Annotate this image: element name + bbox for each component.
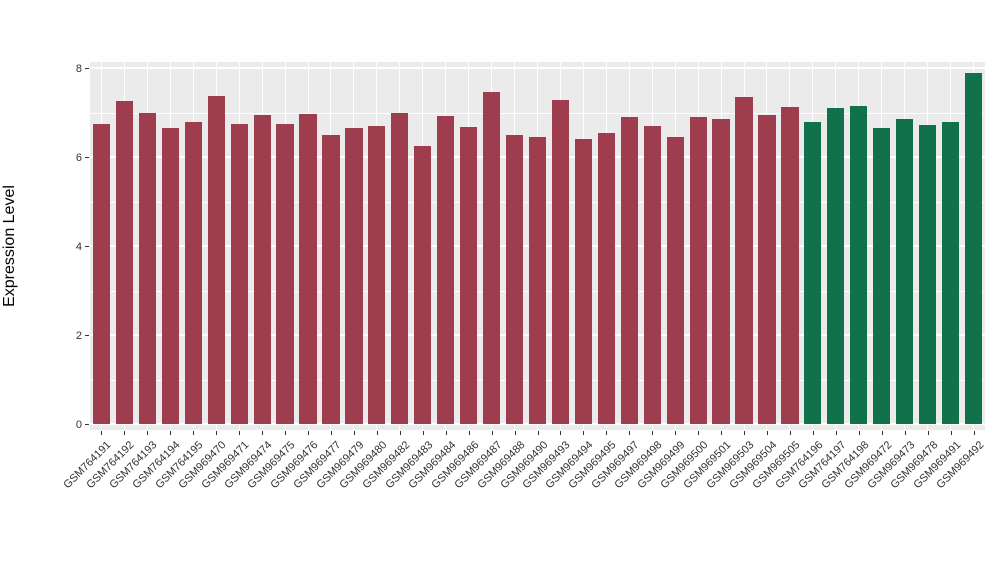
x-tick-mark bbox=[101, 431, 103, 435]
bar bbox=[207, 95, 225, 424]
bar bbox=[322, 134, 340, 424]
bar bbox=[551, 100, 570, 424]
bar bbox=[528, 136, 547, 424]
x-tick-mark bbox=[606, 431, 608, 435]
bar bbox=[689, 116, 707, 424]
x-tick-mark bbox=[239, 431, 241, 435]
x-tick-mark bbox=[904, 431, 906, 435]
x-tick-mark bbox=[698, 431, 700, 435]
x-tick-mark bbox=[583, 431, 585, 435]
x-tick-mark bbox=[216, 431, 218, 435]
bar bbox=[758, 114, 776, 424]
bar bbox=[299, 113, 317, 424]
bar bbox=[437, 116, 455, 424]
x-tick-mark bbox=[766, 431, 768, 435]
bar bbox=[230, 123, 248, 424]
bar bbox=[391, 112, 409, 424]
x-tick-mark bbox=[147, 431, 149, 435]
y-tick-mark bbox=[85, 157, 89, 158]
bar bbox=[941, 122, 960, 424]
bar bbox=[804, 122, 822, 424]
y-axis-title: Expression Level bbox=[1, 185, 18, 307]
x-tick-mark bbox=[881, 431, 883, 435]
x-tick-mark bbox=[675, 431, 677, 435]
bar bbox=[712, 119, 730, 424]
x-tick-mark bbox=[445, 431, 447, 435]
major-gridline bbox=[90, 67, 985, 69]
x-tick-mark bbox=[193, 431, 195, 435]
bar bbox=[574, 139, 592, 424]
x-tick-mark bbox=[422, 431, 424, 435]
x-tick-mark bbox=[560, 431, 562, 435]
bar bbox=[482, 92, 501, 424]
bar bbox=[276, 123, 294, 424]
bar bbox=[414, 145, 432, 424]
bar bbox=[735, 96, 753, 424]
y-tick-label: 0 bbox=[75, 418, 82, 431]
x-tick-mark bbox=[789, 431, 791, 435]
y-tick-mark bbox=[85, 68, 89, 69]
bar bbox=[505, 134, 524, 424]
y-tick-label: 4 bbox=[75, 240, 82, 253]
major-gridline bbox=[90, 423, 985, 425]
x-tick-mark bbox=[835, 431, 837, 435]
x-tick-mark bbox=[124, 431, 126, 435]
y-tick-mark bbox=[85, 246, 89, 247]
bar bbox=[460, 127, 478, 424]
x-tick-mark bbox=[858, 431, 860, 435]
x-tick-mark bbox=[330, 431, 332, 435]
y-tick-label: 2 bbox=[75, 329, 82, 342]
x-tick-mark bbox=[629, 431, 631, 435]
bar bbox=[368, 125, 386, 424]
bar bbox=[827, 108, 845, 424]
x-tick-mark bbox=[285, 431, 287, 435]
x-tick-mark bbox=[950, 431, 952, 435]
bar bbox=[92, 123, 111, 424]
x-tick-mark bbox=[308, 431, 309, 435]
bar bbox=[184, 122, 202, 424]
bar bbox=[873, 128, 891, 424]
bar bbox=[643, 125, 661, 424]
x-tick-mark bbox=[812, 431, 814, 435]
bar bbox=[115, 101, 134, 424]
x-tick-mark bbox=[170, 431, 172, 435]
bar bbox=[345, 128, 363, 424]
bar bbox=[896, 119, 914, 424]
bar bbox=[850, 105, 868, 424]
y-tick-mark bbox=[85, 335, 89, 336]
x-tick-mark bbox=[537, 431, 539, 435]
x-tick-mark bbox=[652, 431, 654, 435]
bar bbox=[781, 107, 799, 424]
x-tick-mark bbox=[468, 431, 470, 435]
bar bbox=[620, 116, 638, 424]
bar bbox=[919, 124, 937, 424]
x-tick-mark bbox=[927, 431, 929, 435]
bar bbox=[161, 128, 179, 424]
bar bbox=[138, 112, 156, 424]
y-tick-label: 8 bbox=[75, 62, 82, 75]
x-tick-mark bbox=[353, 431, 355, 435]
minor-gridline bbox=[90, 112, 985, 114]
x-tick-mark bbox=[376, 431, 378, 435]
x-tick-mark bbox=[399, 431, 401, 435]
x-tick-mark bbox=[973, 431, 975, 435]
bar bbox=[253, 114, 271, 424]
x-tick-mark bbox=[721, 431, 723, 435]
x-tick-mark bbox=[514, 431, 516, 435]
y-tick-mark bbox=[85, 424, 89, 425]
bar bbox=[964, 73, 983, 424]
bar bbox=[597, 132, 615, 424]
x-tick-mark bbox=[491, 431, 493, 435]
x-tick-mark bbox=[262, 431, 264, 435]
x-tick-mark bbox=[744, 431, 746, 435]
plot-panel bbox=[90, 62, 985, 430]
y-tick-label: 6 bbox=[75, 151, 82, 164]
bar bbox=[666, 136, 684, 424]
